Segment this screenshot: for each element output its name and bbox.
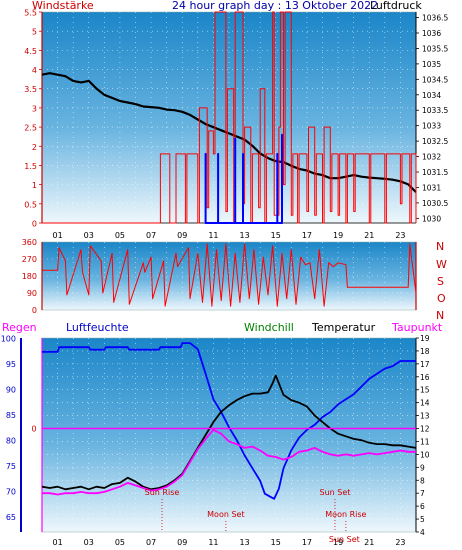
pressure-axis-tick-label: 1035.5 [422, 44, 448, 53]
temperature-x-tick-label: 05 [115, 538, 125, 547]
temperature-axis-tick-label: 5 [420, 515, 425, 524]
humidity-axis-tick-label: 80 [6, 437, 16, 446]
temperature-x-tick-label: 13 [239, 538, 249, 547]
wind-axis-tick-label: 4.5 [24, 47, 37, 56]
annotation-label: Sun Rise [145, 488, 180, 497]
pressure-axis-tick-label: 1036 [422, 29, 441, 38]
annotation-label: Moon Rise [325, 510, 366, 519]
pressure-axis-tick-label: 1034 [422, 91, 441, 100]
temperature-x-tick-label: 11 [208, 538, 218, 547]
temperature-axis-tick-label: 8 [420, 476, 425, 485]
pressure-axis-tick-label: 1035 [422, 60, 441, 69]
wind-x-tick-label: 01 [52, 231, 62, 240]
pressure-axis-tick-label: 1032.5 [422, 137, 448, 146]
temperature-axis-tick-label: 7 [420, 489, 425, 498]
direction-axis-tick-label: 360 [22, 238, 37, 247]
wind-axis-tick-label: 2 [32, 143, 37, 152]
direction-letter-n-top: N [436, 240, 444, 253]
wind-x-tick-label: 09 [177, 231, 187, 240]
temperature-x-tick-label: 21 [364, 538, 374, 547]
rain-legend: Regen [2, 321, 37, 334]
humidity-axis-tick-label: 95 [6, 360, 16, 369]
wind-x-tick-label: 11 [208, 231, 218, 240]
temperature-axis-tick-label: 19 [420, 334, 430, 343]
pressure-axis-tick-label: 1032 [422, 153, 441, 162]
temperature-x-tick-label: 03 [84, 538, 94, 547]
humidity-axis-tick-label: 85 [6, 411, 16, 420]
temperature-axis-tick-label: 9 [420, 463, 425, 472]
wind-x-tick-label: 23 [395, 231, 405, 240]
direction-letter-w: W [436, 258, 447, 271]
temperature-axis-tick-label: 12 [420, 425, 430, 434]
wind-axis-tick-label: 2.5 [24, 124, 37, 133]
temperature-axis-tick-label: 10 [420, 450, 430, 459]
wind-axis-tick-label: 1.5 [24, 162, 37, 171]
wind-axis-tick-label: 5.5 [24, 9, 37, 18]
wind-x-tick-label: 03 [84, 231, 94, 240]
temperature-humidity-panel [42, 338, 416, 532]
direction-letter-o: O [437, 292, 446, 305]
temperature-x-tick-label: 15 [271, 538, 281, 547]
direction-axis-tick-label: 180 [22, 272, 37, 281]
windchill-legend: Windchill [244, 321, 294, 334]
wind-axis-tick-label: 3 [32, 104, 37, 113]
temperature-x-tick-label: 17 [302, 538, 312, 547]
direction-axis-tick-label: 90 [27, 289, 37, 298]
temperature-x-tick-label: 23 [395, 538, 405, 547]
temperature-axis-tick-label: 15 [420, 386, 430, 395]
temperature-axis-tick-label: 4 [420, 528, 425, 537]
wind-x-tick-label: 19 [333, 231, 343, 240]
wind-x-tick-label: 13 [239, 231, 249, 240]
wind-axis-tick-label: 3.5 [24, 85, 37, 94]
wind-strength-label: Windstärke [32, 0, 94, 12]
humidity-axis-tick-label: 100 [1, 335, 16, 344]
annotation-label: Moon Set [207, 510, 244, 519]
humidity-axis-tick-label: 75 [6, 462, 16, 471]
wind-axis-tick-label: 5 [32, 28, 37, 37]
temperature-axis-tick-label: 11 [420, 437, 430, 446]
dewpoint-legend: Taupunkt [391, 321, 443, 334]
pressure-axis-tick-label: 1036.5 [422, 14, 448, 23]
pressure-axis-tick-label: 1030 [422, 214, 441, 223]
wind-axis-tick-label: 4 [32, 66, 37, 75]
temperature-axis-tick-label: 6 [420, 502, 425, 511]
wind-x-tick-label: 21 [364, 231, 374, 240]
temperature-x-tick-label: 07 [146, 538, 156, 547]
temperature-x-tick-label: 09 [177, 538, 187, 547]
wind-axis-tick-label: 1 [32, 181, 37, 190]
direction-axis-tick-label: 0 [32, 306, 37, 315]
temperature-x-tick-label: 01 [52, 538, 62, 547]
annotation-label: Sun Set [320, 488, 351, 497]
wind-x-tick-label: 15 [271, 231, 281, 240]
air-pressure-label: Luftdruck [370, 0, 422, 12]
wind-x-tick-label: 07 [146, 231, 156, 240]
humidity-axis-tick-label: 90 [6, 386, 16, 395]
pressure-axis-tick-label: 1033.5 [422, 106, 448, 115]
wind-axis-tick-label: 0.5 [24, 200, 37, 209]
rain-zero-label: 0 [31, 425, 36, 434]
humidity-axis-tick-label: 65 [6, 513, 16, 522]
temperature-legend: Temperatur [311, 321, 376, 334]
wind-x-tick-label: 17 [302, 231, 312, 240]
pressure-axis-tick-label: 1034.5 [422, 75, 448, 84]
pressure-axis-tick-label: 1033 [422, 122, 441, 131]
pressure-axis-tick-label: 1030.5 [422, 199, 448, 208]
direction-letter-s: S [437, 275, 444, 288]
graph-title: 24 hour graph day : 13 Oktober 2022 [172, 0, 378, 12]
pressure-axis-tick-label: 1031.5 [422, 168, 448, 177]
direction-axis-tick-label: 270 [22, 255, 37, 264]
annotation-label: Sun Set [329, 535, 360, 544]
pressure-axis-tick-label: 1031 [422, 183, 441, 192]
humidity-axis-tick-label: 70 [6, 488, 16, 497]
temperature-axis-tick-label: 14 [420, 399, 430, 408]
temperature-axis-tick-label: 13 [420, 412, 430, 421]
wind-axis-tick-label: 0 [32, 220, 37, 229]
temperature-axis-tick-label: 18 [420, 347, 430, 356]
direction-letter-n-bottom: N [436, 309, 444, 322]
wind-x-tick-label: 05 [115, 231, 125, 240]
humidity-legend: Luftfeuchte [66, 321, 129, 334]
temperature-axis-tick-label: 17 [420, 360, 430, 369]
temperature-axis-tick-label: 16 [420, 373, 430, 382]
